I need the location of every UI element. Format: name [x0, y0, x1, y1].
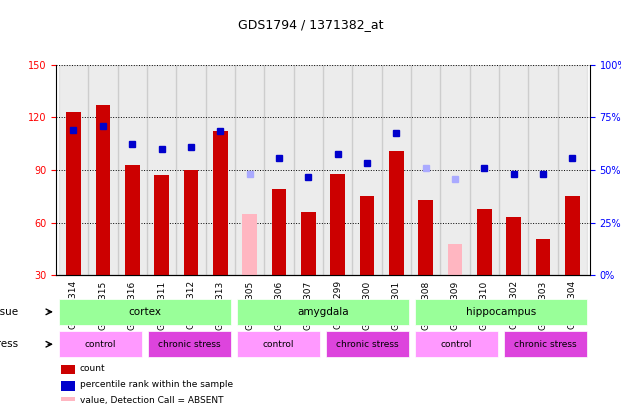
- Bar: [213, 132, 227, 275]
- Bar: [235, 65, 264, 275]
- Text: percentile rank within the sample: percentile rank within the sample: [80, 380, 233, 389]
- Text: control: control: [441, 340, 472, 349]
- Text: stress: stress: [0, 339, 19, 349]
- Bar: [411, 65, 440, 275]
- Text: control: control: [263, 340, 294, 349]
- FancyBboxPatch shape: [415, 331, 498, 357]
- Text: amygdala: amygdala: [297, 307, 349, 317]
- Text: count: count: [80, 364, 106, 373]
- Bar: [147, 65, 176, 275]
- Bar: [352, 65, 382, 275]
- Bar: [536, 239, 550, 275]
- Bar: [264, 65, 294, 275]
- Bar: [477, 209, 492, 275]
- Bar: [117, 65, 147, 275]
- Bar: [360, 196, 374, 275]
- Bar: [528, 65, 558, 275]
- Text: tissue: tissue: [0, 307, 19, 317]
- FancyBboxPatch shape: [59, 299, 231, 325]
- Bar: [558, 65, 587, 275]
- Text: value, Detection Call = ABSENT: value, Detection Call = ABSENT: [80, 396, 224, 405]
- Bar: [88, 65, 117, 275]
- Bar: [61, 381, 75, 391]
- Bar: [389, 151, 404, 275]
- Bar: [330, 174, 345, 275]
- Bar: [96, 105, 110, 275]
- Text: chronic stress: chronic stress: [514, 340, 577, 349]
- Bar: [440, 65, 469, 275]
- Bar: [206, 65, 235, 275]
- Text: chronic stress: chronic stress: [158, 340, 220, 349]
- Bar: [448, 244, 462, 275]
- Bar: [61, 364, 75, 374]
- FancyBboxPatch shape: [59, 331, 142, 357]
- Bar: [469, 65, 499, 275]
- FancyBboxPatch shape: [237, 299, 409, 325]
- Text: GDS1794 / 1371382_at: GDS1794 / 1371382_at: [238, 18, 383, 31]
- Bar: [61, 397, 75, 405]
- Bar: [242, 214, 257, 275]
- Bar: [499, 65, 528, 275]
- Bar: [125, 165, 140, 275]
- Bar: [184, 170, 198, 275]
- Bar: [66, 112, 81, 275]
- Text: cortex: cortex: [129, 307, 161, 317]
- Bar: [176, 65, 206, 275]
- FancyBboxPatch shape: [237, 331, 320, 357]
- Text: control: control: [84, 340, 116, 349]
- Bar: [154, 175, 169, 275]
- Text: hippocampus: hippocampus: [466, 307, 536, 317]
- Bar: [271, 190, 286, 275]
- FancyBboxPatch shape: [326, 331, 409, 357]
- FancyBboxPatch shape: [148, 331, 231, 357]
- FancyBboxPatch shape: [415, 299, 587, 325]
- Bar: [301, 212, 315, 275]
- Bar: [419, 200, 433, 275]
- Bar: [59, 65, 88, 275]
- Bar: [382, 65, 411, 275]
- Bar: [294, 65, 323, 275]
- Bar: [565, 196, 579, 275]
- Bar: [323, 65, 352, 275]
- Bar: [506, 217, 521, 275]
- FancyBboxPatch shape: [504, 331, 587, 357]
- Text: chronic stress: chronic stress: [336, 340, 399, 349]
